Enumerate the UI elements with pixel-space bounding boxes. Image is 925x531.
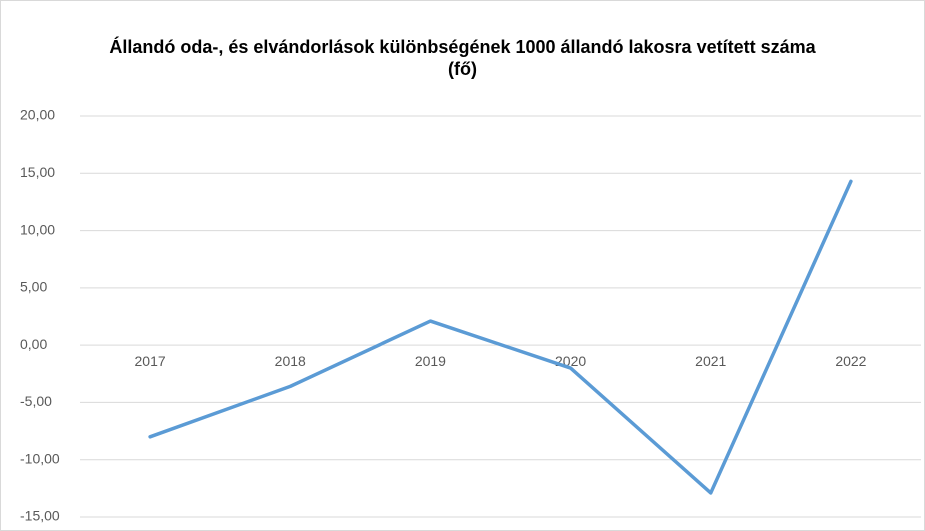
x-tick-label: 2017: [135, 353, 166, 369]
x-tick-label: 2019: [415, 353, 446, 369]
y-tick-label: -5,00: [20, 393, 52, 409]
y-tick-label: 20,00: [20, 107, 55, 123]
y-tick-label: 10,00: [20, 221, 55, 237]
y-tick-label: -15,00: [20, 508, 60, 524]
x-tick-label: 2021: [695, 353, 726, 369]
chart-title: Állandó oda-, és elvándorlások különbség…: [109, 37, 816, 79]
y-tick-label: 5,00: [20, 279, 47, 295]
x-tick-label: 2018: [275, 353, 306, 369]
y-tick-label: 15,00: [20, 164, 55, 180]
y-tick-label: 0,00: [20, 336, 47, 352]
y-tick-label: -10,00: [20, 450, 60, 466]
data-line: [148, 179, 853, 495]
x-tick-label: 2022: [835, 353, 866, 369]
